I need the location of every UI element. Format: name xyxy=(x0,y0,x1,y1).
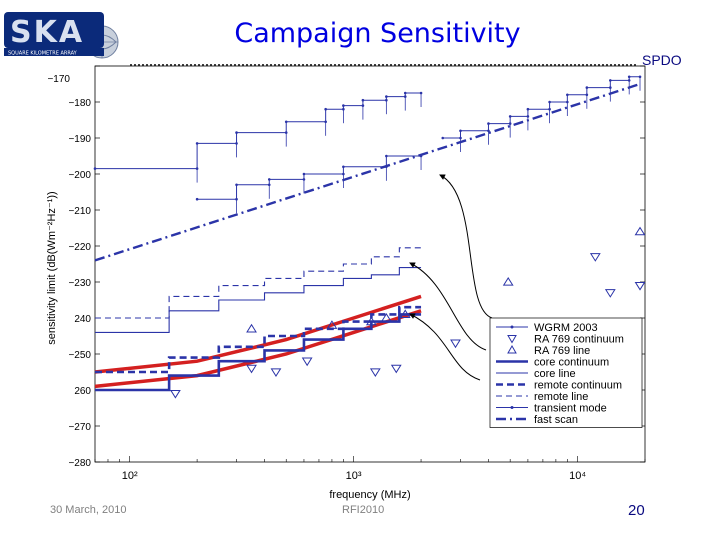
ska-logo-graphic: SKA SQUARE KILOMETRE ARRAY xyxy=(4,12,119,59)
ska-logo: SKA SQUARE KILOMETRE ARRAY xyxy=(2,2,120,64)
series-line xyxy=(95,313,422,392)
data-point xyxy=(585,86,589,89)
data-point xyxy=(246,323,257,333)
data-point xyxy=(246,364,257,374)
data-point xyxy=(195,197,199,201)
annotation-arrow xyxy=(439,174,493,319)
data-point xyxy=(627,79,631,82)
data-point xyxy=(609,86,612,89)
data-point xyxy=(385,95,388,98)
data-point xyxy=(385,154,388,158)
data-point xyxy=(627,75,631,79)
data-point xyxy=(609,79,612,82)
series-line xyxy=(95,267,422,333)
title-divider xyxy=(130,64,636,66)
data-point xyxy=(548,100,551,104)
y-tick-label: −250 xyxy=(68,350,91,361)
annotation-arrow xyxy=(409,313,481,381)
legend-entry: core continuum xyxy=(534,357,609,369)
y-tick-label: 260 xyxy=(74,386,91,397)
y-tick-label: 240 xyxy=(74,314,91,325)
data-point xyxy=(361,98,365,102)
legend-entry: WGRM 2003 xyxy=(534,322,598,334)
data-point xyxy=(526,107,530,111)
data-point xyxy=(93,167,97,170)
data-point xyxy=(634,281,646,291)
data-point xyxy=(403,91,407,95)
fast-scan-line xyxy=(94,82,641,262)
legend-entry: RA 769 line xyxy=(534,345,590,357)
legend-entry: remote line xyxy=(534,391,588,403)
data-point xyxy=(526,115,530,118)
data-point xyxy=(450,339,461,349)
x-tick-label: 10³ xyxy=(346,470,362,482)
data-point xyxy=(508,122,512,125)
x-tick-label: 10⁴ xyxy=(569,470,586,482)
y-axis-label: sensitivity limit (dB(Wm⁻²Hz⁻¹)) xyxy=(46,191,58,344)
y-tick-label: −210 xyxy=(68,206,91,217)
y-tick-label: −230 xyxy=(68,278,91,289)
data-point xyxy=(441,136,445,140)
y-tick-label: −280 xyxy=(68,458,91,469)
data-point xyxy=(284,120,288,124)
logo-text: SKA xyxy=(10,15,84,50)
x-tick-label: 10² xyxy=(122,470,138,482)
annotation-arrow xyxy=(409,262,487,351)
legend-entry: transient mode xyxy=(534,403,607,415)
y-tick-label: −200 xyxy=(68,170,91,181)
data-point xyxy=(169,389,181,399)
data-point xyxy=(403,95,407,98)
data-point xyxy=(301,357,313,367)
plot-frame xyxy=(94,65,646,463)
data-point xyxy=(604,289,616,298)
legend-marker xyxy=(510,325,514,329)
data-point xyxy=(487,122,490,125)
data-point xyxy=(390,364,402,374)
legend-entry: RA 769 continuum xyxy=(534,334,624,346)
legend-entry: remote continuum xyxy=(534,380,622,392)
data-point xyxy=(267,178,271,181)
legend-entry: core line xyxy=(534,368,576,380)
y-tick-label: −180 xyxy=(68,98,91,109)
footer-event: RFI2010 xyxy=(342,504,385,516)
data-point xyxy=(195,142,199,145)
data-point xyxy=(502,277,514,286)
data-point xyxy=(508,115,512,118)
data-point xyxy=(566,93,569,97)
slide-title: Campaign Sensitivity xyxy=(234,18,521,49)
data-point xyxy=(634,226,646,236)
series-line xyxy=(95,247,422,319)
legend-entry: fast scan xyxy=(534,414,578,426)
logo-subtitle: SQUARE KILOMETRE ARRAY xyxy=(8,51,78,57)
legend-marker xyxy=(510,406,514,409)
data-point xyxy=(324,107,327,111)
y-tick-label: −170 xyxy=(47,74,70,85)
y-tick-label: −270 xyxy=(68,422,91,433)
data-point xyxy=(270,368,282,377)
page-number: 20 xyxy=(628,502,645,519)
x-axis-label: frequency (MHz) xyxy=(329,489,410,501)
chart-background xyxy=(95,66,645,496)
footer-date: 30 March, 2010 xyxy=(50,504,127,516)
legend-marker xyxy=(507,335,517,344)
data-point xyxy=(342,165,345,169)
overlay-curve xyxy=(94,294,422,374)
data-point xyxy=(342,104,345,107)
legend-marker xyxy=(507,344,517,354)
data-point xyxy=(302,172,306,176)
y-tick-label: −190 xyxy=(68,134,91,145)
data-point xyxy=(361,104,365,107)
data-point xyxy=(235,183,238,187)
data-point xyxy=(369,368,381,377)
data-point xyxy=(589,253,601,262)
data-point xyxy=(235,131,238,134)
series-line xyxy=(95,305,422,374)
header-tag: SPDO xyxy=(642,52,682,68)
y-tick-label: −220 xyxy=(68,242,91,253)
data-point xyxy=(459,129,462,133)
